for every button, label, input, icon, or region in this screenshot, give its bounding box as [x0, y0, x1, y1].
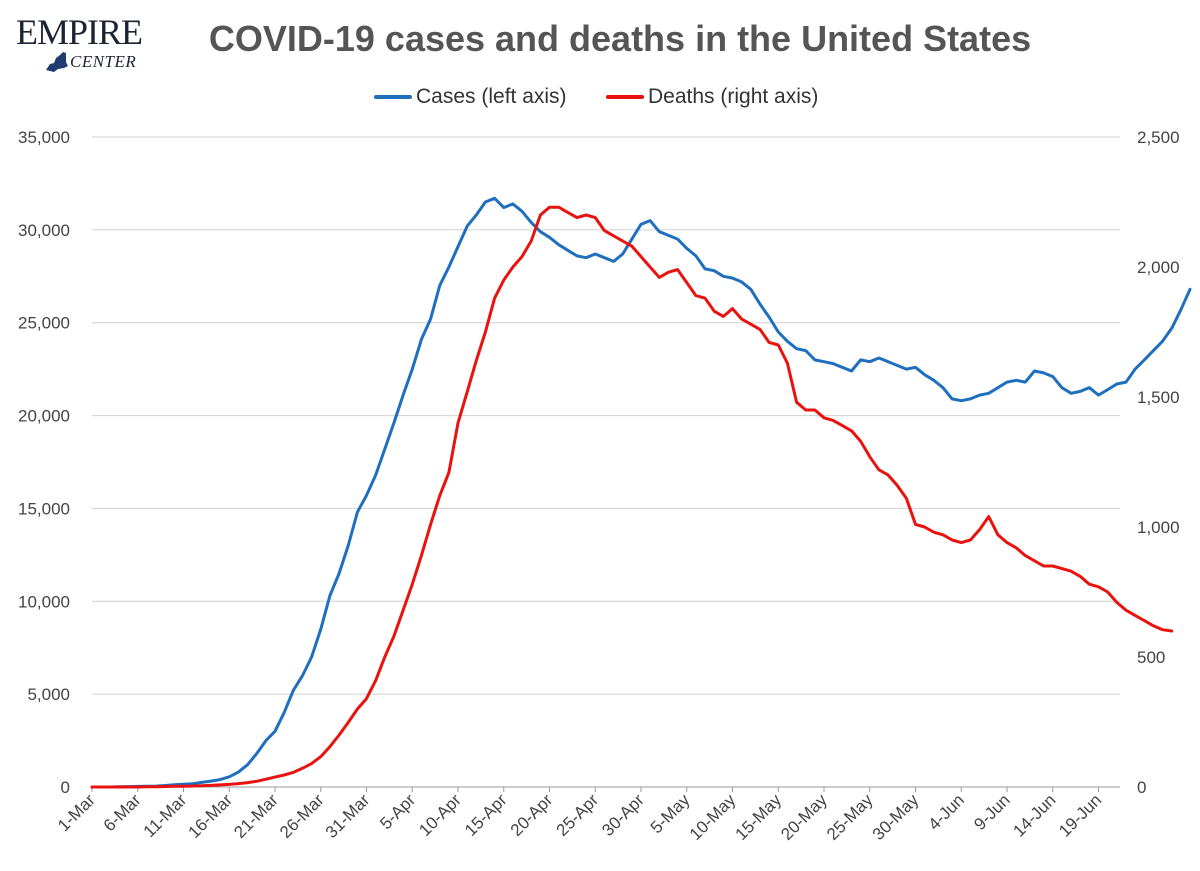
- x-tick-label: 26-Mar: [276, 790, 328, 842]
- y-right-tick-label: 500: [1137, 648, 1165, 667]
- new-york-state-icon: [46, 52, 68, 72]
- x-tick-label: 21-Mar: [230, 790, 282, 842]
- x-tick-label: 25-Apr: [553, 790, 603, 840]
- y-right-tick-label: 1,000: [1137, 518, 1180, 537]
- logo-wordmark-bottom: CENTER: [70, 52, 137, 71]
- legend-label: Cases (left axis): [416, 85, 567, 108]
- y-left-tick-label: 35,000: [18, 128, 70, 147]
- x-tick-label: 9-Jun: [970, 790, 1014, 834]
- chart-legend: Cases (left axis) Deaths (right axis): [0, 80, 1200, 114]
- y-right-tick-label: 2,500: [1137, 128, 1180, 147]
- x-tick-label: 20-May: [777, 790, 831, 844]
- legend-swatch: [374, 95, 412, 99]
- y-right-tick-label: 1,500: [1137, 388, 1180, 407]
- cases-series-line: [90, 196, 1192, 789]
- legend-item: Deaths (right axis): [606, 80, 818, 114]
- x-tick-label: 10-May: [686, 790, 740, 844]
- logo-wordmark-top: EMPIRE: [16, 12, 143, 52]
- x-tick-label: 14-Jun: [1009, 790, 1059, 840]
- legend-label: Deaths (right axis): [648, 85, 819, 108]
- x-tick-label: 30-Apr: [598, 790, 648, 840]
- chart-title: COVID-19 cases and deaths in the United …: [208, 18, 1032, 59]
- x-tick-label: 19-Jun: [1055, 790, 1105, 840]
- x-tick-label: 15-Apr: [461, 790, 511, 840]
- y-left-tick-label: 5,000: [27, 685, 70, 704]
- y-left-tick-label: 20,000: [18, 407, 70, 426]
- x-tick-label: 5-Apr: [376, 790, 419, 833]
- legend-item: Cases (left axis): [374, 80, 567, 114]
- x-tick-label: 10-Apr: [415, 790, 465, 840]
- x-tick-label: 30-May: [869, 790, 923, 844]
- y-left-tick-label: 25,000: [18, 314, 70, 333]
- x-tick-label: 11-Mar: [140, 790, 191, 841]
- y-left-tick-label: 15,000: [18, 499, 70, 518]
- x-tick-label: 4-Jun: [925, 790, 969, 834]
- y-right-tick-label: 2,000: [1137, 258, 1180, 277]
- y-right-tick-label: 0: [1137, 778, 1146, 797]
- x-tick-label: 15-May: [732, 790, 786, 844]
- y-left-tick-label: 10,000: [18, 592, 70, 611]
- x-tick-label: 6-Mar: [100, 790, 145, 835]
- x-tick-label: 31-Mar: [322, 790, 374, 842]
- x-tick-label: 25-May: [823, 790, 877, 844]
- deaths-series-line: [90, 205, 1174, 789]
- x-tick-label: 16-Mar: [185, 790, 237, 842]
- y-left-tick-label: 0: [61, 778, 70, 797]
- empire-center-logo: EMPIRE CENTER: [14, 12, 143, 74]
- legend-swatch: [606, 95, 644, 99]
- y-left-tick-label: 30,000: [18, 221, 70, 240]
- x-tick-label: 20-Apr: [507, 790, 557, 840]
